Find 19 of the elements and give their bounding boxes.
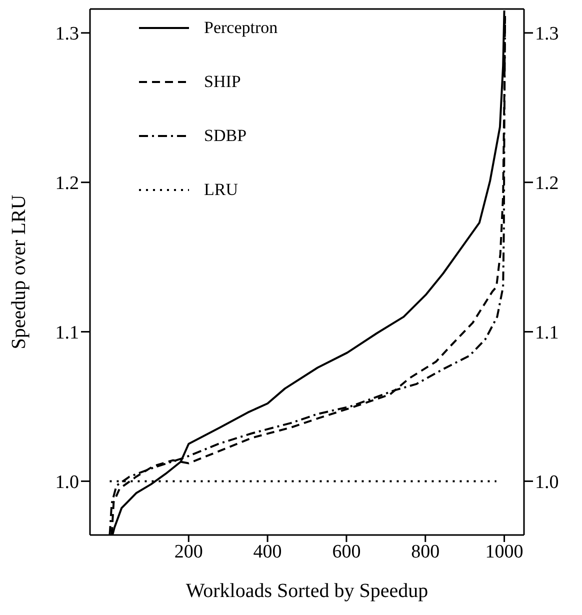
y-tick-label: 1.0 [55, 472, 79, 493]
x-tick-label: 800 [411, 541, 440, 562]
x-axis-title: Workloads Sorted by Speedup [186, 580, 428, 602]
x-tick-label: 1000 [485, 541, 524, 562]
x-tick-label: 200 [174, 541, 203, 562]
y-axis-title: Speedup over LRU [8, 194, 30, 350]
y2-tick-label: 1.2 [535, 173, 559, 194]
x-tick-label: 400 [253, 541, 282, 562]
legend-label: LRU [204, 180, 238, 200]
legend-label: SDBP [204, 126, 247, 146]
y-tick-label: 1.1 [55, 322, 79, 344]
x-tick-label: 600 [332, 541, 361, 562]
y2-tick-label: 1.0 [535, 472, 559, 493]
y-tick-label: 1.3 [55, 24, 79, 45]
legend-label: SHIP [204, 72, 241, 92]
y-tick-label: 1.2 [55, 173, 79, 194]
y2-tick-label: 1.1 [535, 322, 559, 344]
y2-tick-label: 1.3 [535, 24, 559, 45]
legend-label: Perceptron [204, 18, 278, 38]
